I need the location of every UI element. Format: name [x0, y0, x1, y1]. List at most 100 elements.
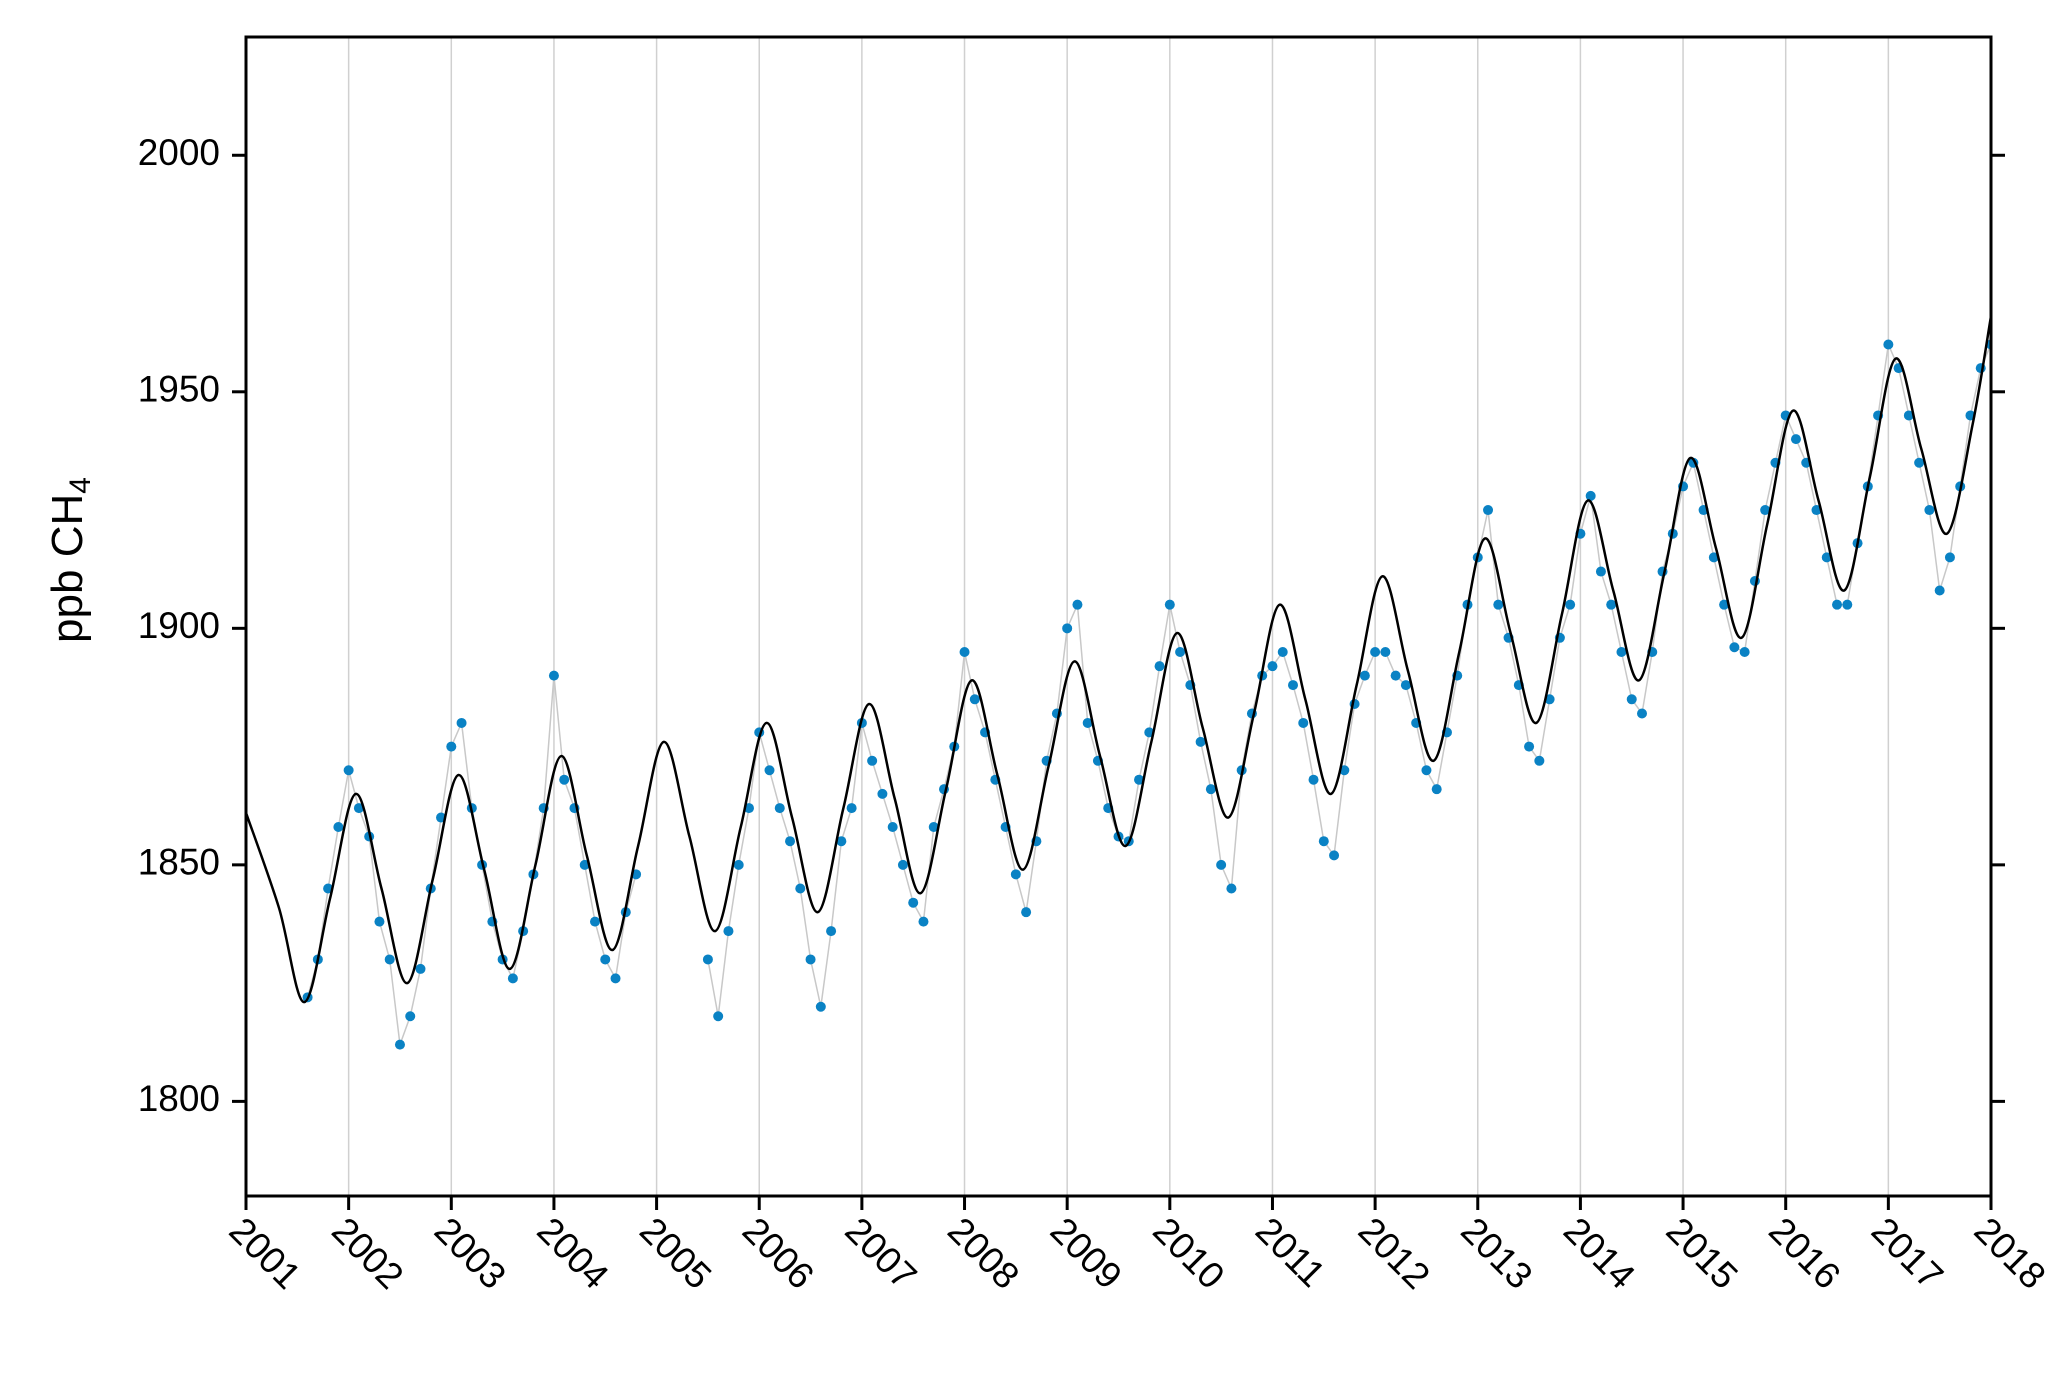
x-tick-label: 2018 — [1966, 1210, 2053, 1297]
data-point — [805, 954, 816, 965]
x-tick-label: 2002 — [324, 1210, 411, 1297]
data-point — [1288, 680, 1298, 691]
y-label-text: ppb CH — [43, 494, 92, 643]
data-point — [1934, 585, 1945, 596]
plot-area — [246, 315, 1991, 1050]
data-point — [1400, 680, 1411, 691]
data-point — [559, 774, 570, 785]
data-point — [1616, 646, 1627, 657]
connector-line — [707, 341, 1991, 1017]
data-point — [1175, 646, 1186, 657]
data-point — [826, 926, 837, 937]
data-point — [1565, 599, 1576, 610]
data-point — [1493, 599, 1504, 610]
data-point — [1010, 869, 1021, 880]
data-point — [590, 916, 600, 927]
data-point — [795, 883, 806, 894]
x-tick-label: 2005 — [632, 1210, 719, 1297]
x-tick-label: 2010 — [1145, 1210, 1232, 1297]
data-point — [723, 926, 734, 937]
x-tick-label: 2017 — [1864, 1210, 1951, 1297]
data-point — [1390, 670, 1401, 681]
data-point — [1226, 883, 1237, 894]
plot-frame — [244, 35, 1993, 1198]
x-tick-label: 2012 — [1351, 1210, 1438, 1297]
data-point — [1277, 646, 1288, 657]
data-point — [1062, 623, 1073, 634]
y-label-subscript: 4 — [64, 477, 97, 494]
data-point — [1329, 850, 1340, 861]
data-point — [1637, 708, 1647, 719]
fit-line — [246, 315, 1991, 1004]
data-point — [1914, 457, 1925, 468]
data-point — [815, 1001, 826, 1012]
data-point — [867, 755, 878, 766]
data-point — [1944, 552, 1955, 563]
data-point — [1626, 694, 1637, 705]
data-point — [1195, 736, 1206, 747]
data-point — [456, 717, 467, 728]
data-point — [928, 822, 939, 833]
data-point — [1811, 505, 1822, 516]
data-point — [1205, 784, 1216, 795]
y-axis-label: ppb CH4 — [43, 477, 97, 643]
x-tick-label: 2015 — [1658, 1210, 1745, 1297]
x-tick-label: 2016 — [1761, 1210, 1848, 1297]
data-point — [384, 954, 395, 965]
x-tick-label: 2006 — [735, 1210, 822, 1297]
data-point — [1298, 717, 1309, 728]
data-point — [897, 859, 908, 870]
x-tick-label: 2001 — [221, 1210, 308, 1297]
data-point — [1924, 505, 1935, 516]
data-point — [1164, 599, 1175, 610]
data-point — [1719, 599, 1730, 610]
data-point — [764, 765, 775, 776]
data-point — [887, 822, 898, 833]
x-tick-label: 2011 — [1248, 1210, 1333, 1295]
data-point — [713, 1011, 724, 1022]
data-point — [774, 803, 785, 814]
data-point — [1729, 642, 1740, 653]
data-point — [374, 916, 385, 927]
data-point — [836, 836, 847, 847]
y-tick-label: 1850 — [138, 842, 220, 883]
data-point — [610, 973, 621, 984]
data-point — [1267, 661, 1278, 672]
data-point — [333, 822, 344, 833]
y-tick-label: 2000 — [138, 132, 220, 173]
data-point — [1534, 755, 1545, 766]
data-point — [1760, 505, 1771, 516]
data-point — [1842, 599, 1853, 610]
data-point — [1308, 774, 1319, 785]
data-point — [548, 670, 559, 681]
data-point — [1431, 784, 1442, 795]
data-point — [415, 963, 426, 974]
data-point — [1021, 907, 1032, 918]
data-point — [1370, 646, 1381, 657]
data-point — [1708, 552, 1719, 563]
data-point — [1903, 410, 1914, 421]
y-tick-label: 1950 — [138, 369, 220, 410]
data-point — [1359, 670, 1370, 681]
data-point — [1595, 566, 1606, 577]
x-tick-label: 2003 — [427, 1210, 514, 1297]
data-point — [1483, 505, 1494, 516]
x-tick-label: 2007 — [837, 1210, 924, 1297]
data-point — [877, 788, 888, 799]
data-point — [1421, 765, 1432, 776]
data-point — [1216, 859, 1227, 870]
data-point — [394, 1039, 405, 1050]
data-point — [1524, 741, 1535, 752]
x-tick-label: 2008 — [940, 1210, 1027, 1297]
y-tick-label: 1900 — [138, 605, 220, 646]
data-point — [846, 803, 857, 814]
data-point — [600, 954, 611, 965]
data-point — [918, 916, 929, 927]
data-point — [1739, 646, 1750, 657]
data-point — [785, 836, 796, 847]
data-point — [908, 897, 919, 908]
data-point — [1832, 599, 1843, 610]
data-point — [343, 765, 354, 776]
data-point — [1134, 774, 1145, 785]
